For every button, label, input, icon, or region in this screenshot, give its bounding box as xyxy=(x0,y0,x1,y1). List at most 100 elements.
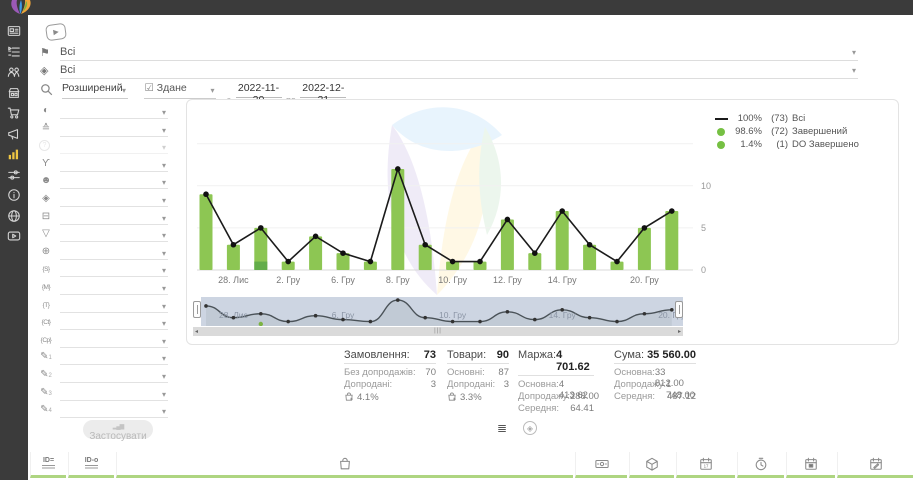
bar-day-1[interactable] xyxy=(226,244,240,270)
manager-select[interactable]: ▾ xyxy=(60,157,168,172)
line-point-1[interactable] xyxy=(230,241,237,248)
line-point-6[interactable] xyxy=(367,258,374,265)
table-column-payment[interactable] xyxy=(575,452,627,478)
bar-day-9[interactable] xyxy=(446,261,460,270)
table-column-date-packed[interactable] xyxy=(786,452,835,478)
bar-day-6[interactable] xyxy=(363,261,377,270)
line-point-3[interactable] xyxy=(285,258,291,265)
line-point-16[interactable] xyxy=(641,225,648,231)
line-point-0[interactable] xyxy=(203,191,209,198)
bar-day-8[interactable] xyxy=(418,244,432,270)
line-point-5[interactable] xyxy=(340,250,346,256)
bar-day-11[interactable] xyxy=(500,219,514,270)
table-column-products[interactable] xyxy=(116,452,573,478)
bar-day-10[interactable] xyxy=(473,261,487,270)
bar-day-13[interactable] xyxy=(555,211,569,270)
date-field-select[interactable]: ☑ Здане ▾ xyxy=(144,82,217,99)
client-select[interactable]: ▾ xyxy=(60,174,168,190)
sidebar-item-tutorials[interactable] xyxy=(7,229,21,243)
source-globe-select[interactable]: ▾ xyxy=(60,104,168,119)
legend-item-do-completed[interactable]: 1.4% (1) DO Завершено xyxy=(714,138,859,151)
line-point-12[interactable] xyxy=(532,250,538,256)
payment-select[interactable]: ▾ xyxy=(60,210,168,225)
chevron-down-icon: ▾ xyxy=(161,213,166,223)
legend-item-all[interactable]: 100% (73) Всі xyxy=(714,112,859,125)
range-handle-left[interactable] xyxy=(193,301,201,318)
line-point-11[interactable] xyxy=(504,216,511,223)
line-point-13[interactable] xyxy=(559,208,565,214)
range-handle-right[interactable] xyxy=(675,301,683,318)
sidebar-item-automation[interactable] xyxy=(7,168,21,182)
source-select[interactable]: Всі ▾ xyxy=(60,62,858,79)
search-mode-select[interactable]: Розширений ▾ xyxy=(62,82,128,99)
table-column-date-created[interactable]: 17 xyxy=(676,452,735,478)
date-to-input[interactable]: 2022-12-21 xyxy=(300,82,347,106)
website-select[interactable]: ▾ xyxy=(60,245,168,260)
line-point-17[interactable] xyxy=(669,208,675,214)
sidebar-item-orders[interactable] xyxy=(7,45,21,59)
video-tutorial-button[interactable]: ▶ xyxy=(44,22,68,42)
sidebar-item-analytics[interactable] xyxy=(7,147,21,161)
product-view-toggle-icon[interactable]: ◈ xyxy=(523,421,537,435)
chevron-down-icon: ▾ xyxy=(161,108,166,117)
apply-button[interactable]: ▂▄▆ Застосувати xyxy=(83,420,153,442)
bar-day-15[interactable] xyxy=(610,261,624,270)
bar-overlay-do-completed[interactable] xyxy=(254,261,268,270)
bar-day-17[interactable] xyxy=(665,211,679,270)
legend-item-completed[interactable]: 98.6% (72) Завершений xyxy=(714,125,859,138)
line-point-2[interactable] xyxy=(258,225,264,231)
line-point-14[interactable] xyxy=(586,241,593,248)
payment-icon xyxy=(594,459,609,468)
line-point-9[interactable] xyxy=(449,258,456,265)
scroll-left-icon[interactable]: ◂ xyxy=(195,329,199,335)
ct-select[interactable]: ▾ xyxy=(60,315,168,331)
custom-3-select[interactable]: ▾ xyxy=(60,386,168,401)
sum-select[interactable]: ▾ xyxy=(60,262,168,278)
sidebar-item-marketing[interactable] xyxy=(7,127,21,141)
table-column-shipment[interactable] xyxy=(629,452,674,478)
bar-day-16[interactable] xyxy=(637,227,651,270)
status-ramp-icon: ≙ xyxy=(41,122,51,134)
sidebar-item-purchases[interactable] xyxy=(7,106,21,120)
scroll-right-icon[interactable]: ▸ xyxy=(677,329,681,335)
line-point-7[interactable] xyxy=(395,166,401,172)
product-select[interactable]: ▾ xyxy=(60,192,168,207)
bar-day-2[interactable] xyxy=(254,227,268,270)
table-column-order-id[interactable]: ID= xyxy=(30,452,66,478)
custom-1-select[interactable]: ▾ xyxy=(60,350,168,366)
table-column-external-id[interactable]: ID-o xyxy=(68,452,114,478)
margin-select[interactable]: ▾ xyxy=(60,280,168,295)
bar-day-0[interactable] xyxy=(199,194,213,270)
bar-day-12[interactable] xyxy=(528,253,542,270)
line-point-10[interactable] xyxy=(477,258,483,265)
sidebar-item-store[interactable] xyxy=(7,86,21,100)
sidebar-item-dashboard[interactable] xyxy=(7,24,21,38)
table-column-time[interactable] xyxy=(737,452,784,478)
sidebar-item-info[interactable] xyxy=(7,188,21,202)
line-point-8[interactable] xyxy=(422,241,428,248)
range-selector[interactable]: 28. Лис 6. Гру 10. Гру 14. Гру 20. Гру xyxy=(201,297,686,327)
chevron-down-icon: ▾ xyxy=(851,48,856,57)
date-from-input[interactable]: 2022-11-20 xyxy=(235,82,282,106)
bar-day-5[interactable] xyxy=(336,253,350,270)
line-point-15[interactable] xyxy=(614,258,620,265)
status-ramp-select[interactable]: ▾ xyxy=(60,122,168,137)
cp-select[interactable]: ▾ xyxy=(60,333,168,348)
bar-day-7[interactable] xyxy=(391,168,405,270)
bar-day-14[interactable] xyxy=(583,244,597,270)
range-scrollbar[interactable]: ◂ ||| ▸ xyxy=(193,327,683,336)
sidebar-item-clients[interactable] xyxy=(7,65,21,79)
scroll-grip[interactable]: ||| xyxy=(434,328,442,334)
status-select[interactable]: Всі ▾ xyxy=(60,44,858,61)
bar-day-3[interactable] xyxy=(281,261,295,270)
table-column-date-edited[interactable] xyxy=(837,452,913,478)
funnel-select[interactable]: ▾ xyxy=(60,227,168,243)
list-view-toggle-icon[interactable]: ≣ xyxy=(497,421,508,435)
line-point-4[interactable] xyxy=(312,233,319,240)
tag-select[interactable]: ▾ xyxy=(60,298,168,313)
custom-2-select[interactable]: ▾ xyxy=(60,368,168,383)
play-icon: ▶ xyxy=(52,28,60,36)
custom-4-select[interactable]: ▾ xyxy=(60,403,168,419)
sidebar-item-integrations[interactable] xyxy=(7,209,21,223)
bar-day-4[interactable] xyxy=(309,236,323,270)
